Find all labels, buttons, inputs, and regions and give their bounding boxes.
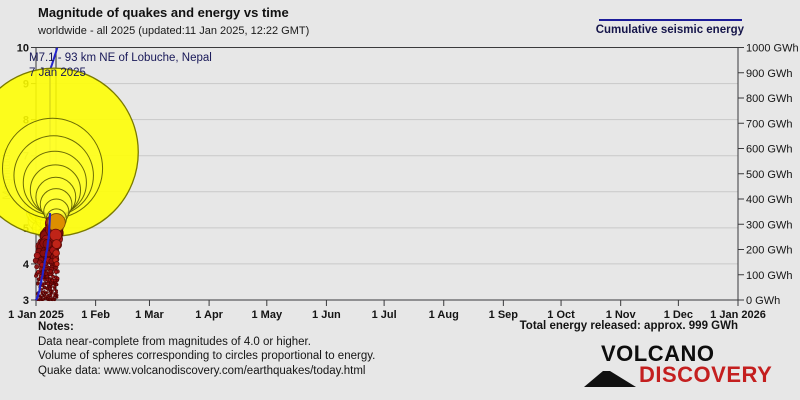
quake-bubble-small [34,264,40,270]
quake-bubble-small [34,273,38,278]
featured-quake-date: 7 Jan 2025 [29,67,86,79]
quake-bubble-small [36,282,40,286]
quake-bubble-small [46,297,49,300]
quake-bubble-small [53,269,59,275]
date-tick-label: 1 Aug [429,309,459,321]
quake-bubble-small [44,291,47,295]
notes-line: Data near-complete from magnitudes of 4.… [38,335,311,348]
notes-line: Quake data: www.volcanodiscovery.com/ear… [38,364,366,377]
quake-bubble-small [39,297,42,300]
date-tick-label: 1 Dec [664,309,693,321]
mag-tick-label: 4 [23,259,30,271]
quake-bubble-small [48,269,53,274]
chart-subtitle: worldwide - all 2025 (updated:11 Jan 202… [38,25,310,37]
quake-bubble-small [45,277,50,282]
quake-bubble-red [52,249,60,257]
energy-tick-label: 700 GWh [746,118,792,130]
quake-bubble-red [51,239,62,249]
quake-bubble-small [46,287,49,291]
quake-bubble-small [53,278,57,283]
logo-volcano-text: VOLCANO [601,341,715,366]
quake-bubble-small [41,290,44,294]
quake-bubble-small [42,295,46,298]
gridlines [36,83,738,265]
quake-bubbles [0,67,139,241]
chart-title: Magnitude of quakes and energy vs time [38,5,289,20]
quake-bubble-small [39,294,42,297]
legend-line-sample [599,19,742,21]
energy-line-overlay [35,212,52,301]
quake-bubble-small [33,252,41,259]
plot-border [35,47,739,301]
featured-quake-annotation: M7.1 - 93 km NE of Lobuche, Nepal 7 Jan … [29,51,212,81]
quake-bubble-red [54,261,60,267]
quake-bubbles-bright [47,213,66,267]
featured-quake-title: M7.1 - 93 km NE of Lobuche, Nepal [29,52,212,64]
quake-bubble-small [41,284,45,288]
logo-discovery-text: DISCOVERY [639,362,773,387]
energy-tick-label: 900 GWh [746,68,792,80]
energy-tick-label: 600 GWh [746,144,792,156]
energy-tick-label: 200 GWh [746,245,792,257]
mag-tick-label: 10 [17,43,29,55]
quake-bubble-red [49,228,63,242]
date-tick-label: 1 Sep [489,309,519,321]
quake-bubble-small [46,282,50,286]
quake-bubble-small [52,298,55,301]
date-tick-label: 1 Oct [547,309,575,321]
energy-tick-label: 100 GWh [746,270,792,282]
quake-bubble-small [52,295,55,298]
energy-tick-label: 800 GWh [746,93,792,105]
quake-bubble-small [56,293,59,297]
date-tick-label: 1 Jul [372,309,397,321]
notes-heading: Notes: [38,321,74,333]
date-tick-label: 1 Feb [81,309,110,321]
quake-bubble-small [55,289,58,293]
quake-bubble-small [47,296,50,299]
quake-bubble-small [49,294,53,297]
date-tick-label: 1 Nov [606,309,637,321]
quake-bubble-small [49,290,52,293]
energy-tick-label: 0 GWh [746,295,780,307]
quake-bubble-small [53,292,56,295]
quake-bubble-small [53,285,57,288]
date-tick-label: 1 Apr [195,309,223,321]
quake-bubble-small [46,295,49,298]
mag-tick-label: 3 [23,295,29,307]
quake-bubble-small [40,288,44,291]
quake-bubble-small [44,297,47,300]
energy-tick-label: 400 GWh [746,194,792,206]
quake-bubble-small [51,274,55,279]
quake-bubble-small [49,282,53,287]
date-tick-label: 1 Jun [312,309,341,321]
legend-label: Cumulative seismic energy [595,24,744,36]
quake-bubble-small [54,283,59,287]
date-tick-label: 1 Mar [135,309,164,321]
quake-bubble-small [49,297,52,301]
notes-line: Volume of spheres corresponding to circl… [38,350,376,362]
energy-tick-label: 500 GWh [746,169,792,181]
date-tick-label: 1 Jan 2025 [8,309,64,321]
quake-bubble-small [38,298,41,302]
quake-bubble-small [42,282,46,286]
energy-tick-label: 300 GWh [746,219,792,231]
date-tick-label: 1 May [252,309,283,321]
energy-tick-label: 1000 GWh [746,43,799,55]
quake-bubble-small [48,286,52,290]
quake-bubble-small [41,298,44,301]
notes-block: Notes: Data near-complete from magnitude… [38,320,375,378]
date-tick-label: 1 Jan 2026 [710,309,766,321]
total-energy-label: Total energy released: approx. 999 GWh [519,320,738,332]
volcano-triangle-icon [584,371,636,387]
